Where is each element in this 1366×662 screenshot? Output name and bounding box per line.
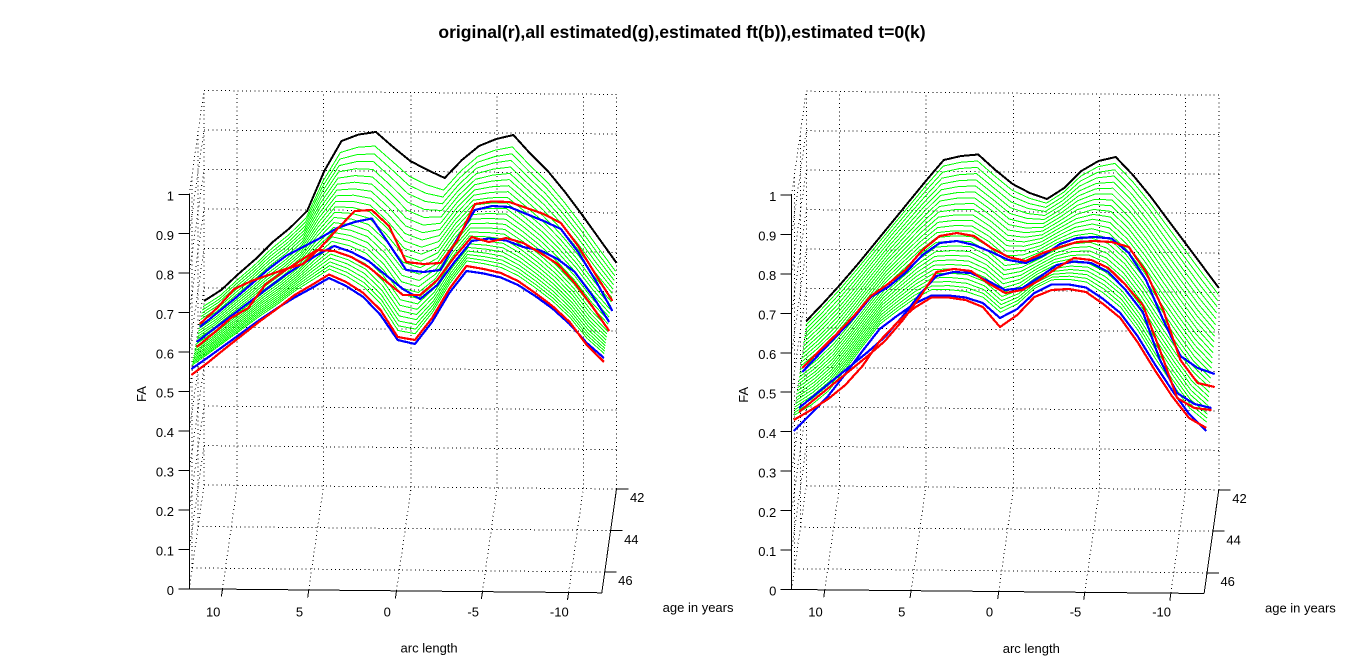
svg-text:46: 46 xyxy=(618,573,632,588)
svg-text:44: 44 xyxy=(624,532,638,547)
svg-text:-10: -10 xyxy=(1152,605,1171,620)
svg-text:44: 44 xyxy=(1226,533,1240,548)
svg-text:0.7: 0.7 xyxy=(758,308,776,323)
svg-text:0: 0 xyxy=(167,583,174,598)
svg-text:0: 0 xyxy=(769,584,776,599)
svg-text:0.2: 0.2 xyxy=(156,504,174,519)
svg-text:42: 42 xyxy=(1232,491,1246,506)
svg-text:1: 1 xyxy=(769,189,776,204)
svg-text:-10: -10 xyxy=(550,605,569,620)
svg-text:0.7: 0.7 xyxy=(156,307,174,322)
svg-text:0.9: 0.9 xyxy=(758,229,776,244)
svg-text:FA: FA xyxy=(134,386,149,402)
svg-text:1: 1 xyxy=(167,189,174,204)
svg-text:0.8: 0.8 xyxy=(156,267,174,282)
svg-text:0: 0 xyxy=(986,605,993,620)
svg-text:arc length: arc length xyxy=(1003,641,1060,656)
svg-text:0.1: 0.1 xyxy=(156,544,174,559)
svg-text:10: 10 xyxy=(808,605,822,620)
svg-text:0.6: 0.6 xyxy=(156,346,174,361)
svg-text:-5: -5 xyxy=(467,605,479,620)
svg-text:0.5: 0.5 xyxy=(156,386,174,401)
svg-text:5: 5 xyxy=(898,605,905,620)
svg-text:0.4: 0.4 xyxy=(156,425,174,440)
svg-text:arc length: arc length xyxy=(401,641,458,656)
svg-text:0.1: 0.1 xyxy=(758,544,776,559)
svg-text:0.4: 0.4 xyxy=(758,426,776,441)
svg-text:0.3: 0.3 xyxy=(156,465,174,480)
svg-text:original(r),all estimated(g),e: original(r),all estimated(g),estimated f… xyxy=(438,22,925,42)
svg-text:0.8: 0.8 xyxy=(758,268,776,283)
svg-text:0.2: 0.2 xyxy=(758,505,776,520)
svg-text:0.3: 0.3 xyxy=(758,465,776,480)
svg-text:0.5: 0.5 xyxy=(758,386,776,401)
svg-text:10: 10 xyxy=(206,605,220,620)
svg-text:0: 0 xyxy=(384,605,391,620)
svg-text:5: 5 xyxy=(296,605,303,620)
svg-text:46: 46 xyxy=(1220,574,1234,589)
svg-text:FA: FA xyxy=(736,387,751,403)
svg-text:42: 42 xyxy=(630,490,644,505)
svg-text:0.6: 0.6 xyxy=(758,347,776,362)
svg-text:age in years: age in years xyxy=(1265,601,1336,616)
svg-text:0.9: 0.9 xyxy=(156,228,174,243)
svg-text:age in years: age in years xyxy=(663,600,734,615)
svg-text:-5: -5 xyxy=(1070,605,1082,620)
